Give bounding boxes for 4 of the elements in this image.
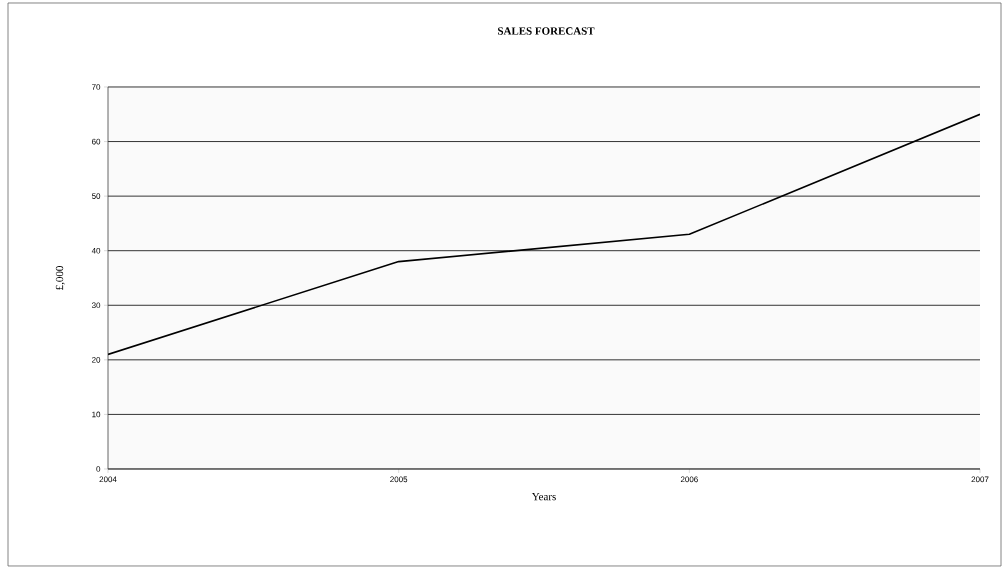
chart-title: SALES FORECAST [498,27,595,35]
line-series [108,113,981,356]
y-axis-title: £,000 [55,266,65,290]
x-axis-title: Years [531,492,556,501]
